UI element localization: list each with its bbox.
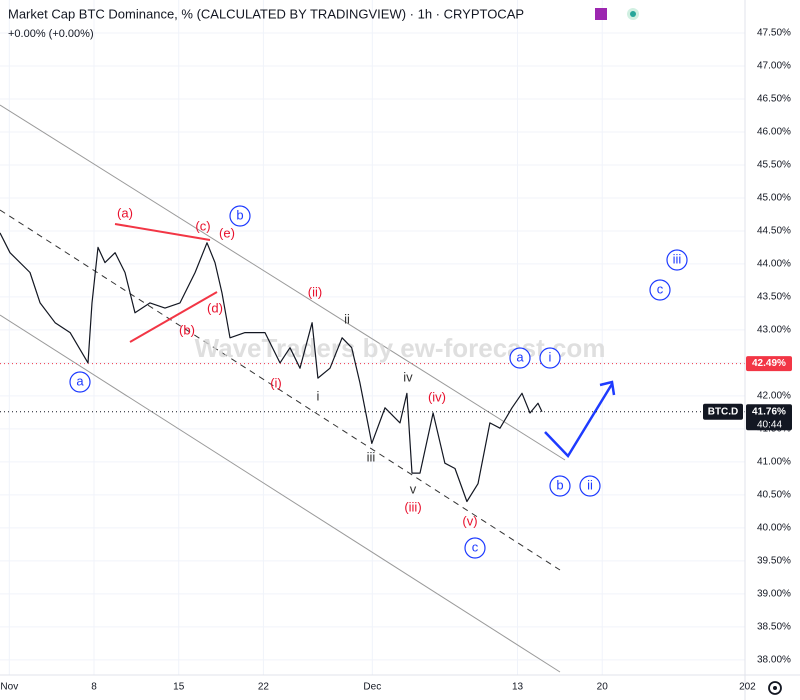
price-badge-label: 42.49%: [752, 358, 786, 369]
triangle-line: [129, 291, 218, 343]
y-tick-label: 38.00%: [757, 654, 791, 665]
wave-label: (iv): [428, 389, 446, 404]
channel-middle: [0, 209, 561, 571]
x-tick-label: 13: [512, 682, 524, 693]
x-tick-label: Dec: [363, 682, 381, 693]
wave-circle: [69, 371, 91, 393]
symbol-label: BTC.D: [708, 406, 739, 417]
wave-circle: [579, 475, 601, 497]
y-tick-label: 39.50%: [757, 555, 791, 566]
countdown-label: 40:44: [757, 419, 782, 430]
wave-circle: [666, 249, 688, 271]
gear[interactable]: [768, 681, 782, 695]
wave-label: ii: [344, 311, 350, 326]
y-tick-label: 40.00%: [757, 522, 791, 533]
gear-center[interactable]: [773, 686, 777, 690]
wave-label: (c): [195, 218, 210, 233]
wave-label: b: [236, 207, 243, 222]
price-badge: [746, 356, 792, 372]
wave-label: v: [410, 481, 417, 496]
wave-circle: [549, 475, 571, 497]
y-tick-label: 47.50%: [757, 28, 791, 39]
y-tick-label: 39.00%: [757, 588, 791, 599]
x-tick-label: 15: [173, 682, 185, 693]
y-tick-label: 44.00%: [757, 259, 791, 270]
wave-circle: [649, 279, 671, 301]
y-tick-label: 45.50%: [757, 160, 791, 171]
x-tick-label: 22: [258, 682, 270, 693]
wave-label: (a): [117, 205, 133, 220]
price-badge: [746, 404, 792, 431]
wave-label: (ii): [308, 284, 322, 299]
wave-label: (iii): [404, 499, 421, 514]
x-tick-label: Nov: [0, 682, 18, 693]
x-tick-label: 20: [597, 682, 609, 693]
wave-label: i: [317, 388, 320, 403]
wave-label: c: [657, 281, 664, 296]
wave-circle: [509, 347, 531, 369]
y-tick-label: 43.50%: [757, 292, 791, 303]
wave-label: (b): [179, 322, 195, 337]
wave-circle: [464, 537, 486, 559]
wave-label: a: [516, 349, 524, 364]
projection-arrowhead: [599, 380, 616, 396]
chart-title: Market Cap BTC Dominance, % (CALCULATED …: [8, 6, 524, 21]
symbol-badge: [703, 403, 743, 420]
chart-subtitle: +0.00% (+0.00%): [8, 28, 94, 40]
wave-label: (i): [270, 375, 282, 390]
wave-label: (v): [462, 513, 477, 528]
y-tick-label: 43.00%: [757, 325, 791, 336]
projection-path: [544, 383, 614, 459]
indicator-flag[interactable]: [595, 8, 607, 20]
wave-label: (d): [207, 300, 223, 315]
y-tick-label: 44.50%: [757, 226, 791, 237]
x-tick-label: 8: [91, 682, 97, 693]
wave-label: iii: [367, 449, 376, 464]
wave-label: c: [472, 539, 479, 554]
wave-label: a: [76, 373, 84, 388]
settings-icon[interactable]: [768, 681, 782, 695]
wave-label: iv: [403, 369, 413, 384]
price-badge-label: 41.76%: [752, 406, 786, 417]
wave-label: ii: [587, 477, 593, 492]
y-tick-label: 46.00%: [757, 127, 791, 138]
status-dot-inner: [630, 11, 636, 17]
wave-circle: [229, 205, 251, 227]
y-tick-label: 41.00%: [757, 457, 791, 468]
channel-upper: [0, 104, 566, 461]
triangle-line: [114, 223, 211, 241]
wave-label: b: [556, 477, 563, 492]
wave-circle: [539, 347, 561, 369]
wave-label: iii: [673, 251, 682, 266]
y-tick-label: 47.00%: [757, 61, 791, 72]
channel-lower: [0, 314, 561, 673]
x-tick-label: 202: [739, 682, 756, 693]
drawings: [0, 104, 616, 673]
wave-label: i: [549, 349, 552, 364]
y-tick-label: 45.00%: [757, 193, 791, 204]
wave-label: (e): [219, 225, 235, 240]
y-tick-label: 38.50%: [757, 621, 791, 632]
price-line-series: [0, 232, 543, 503]
y-tick-label: 46.50%: [757, 94, 791, 105]
watermark: WaveTraders by ew-forecast.com: [195, 333, 606, 363]
y-tick-label: 42.00%: [757, 391, 791, 402]
y-tick-label: 40.50%: [757, 490, 791, 501]
